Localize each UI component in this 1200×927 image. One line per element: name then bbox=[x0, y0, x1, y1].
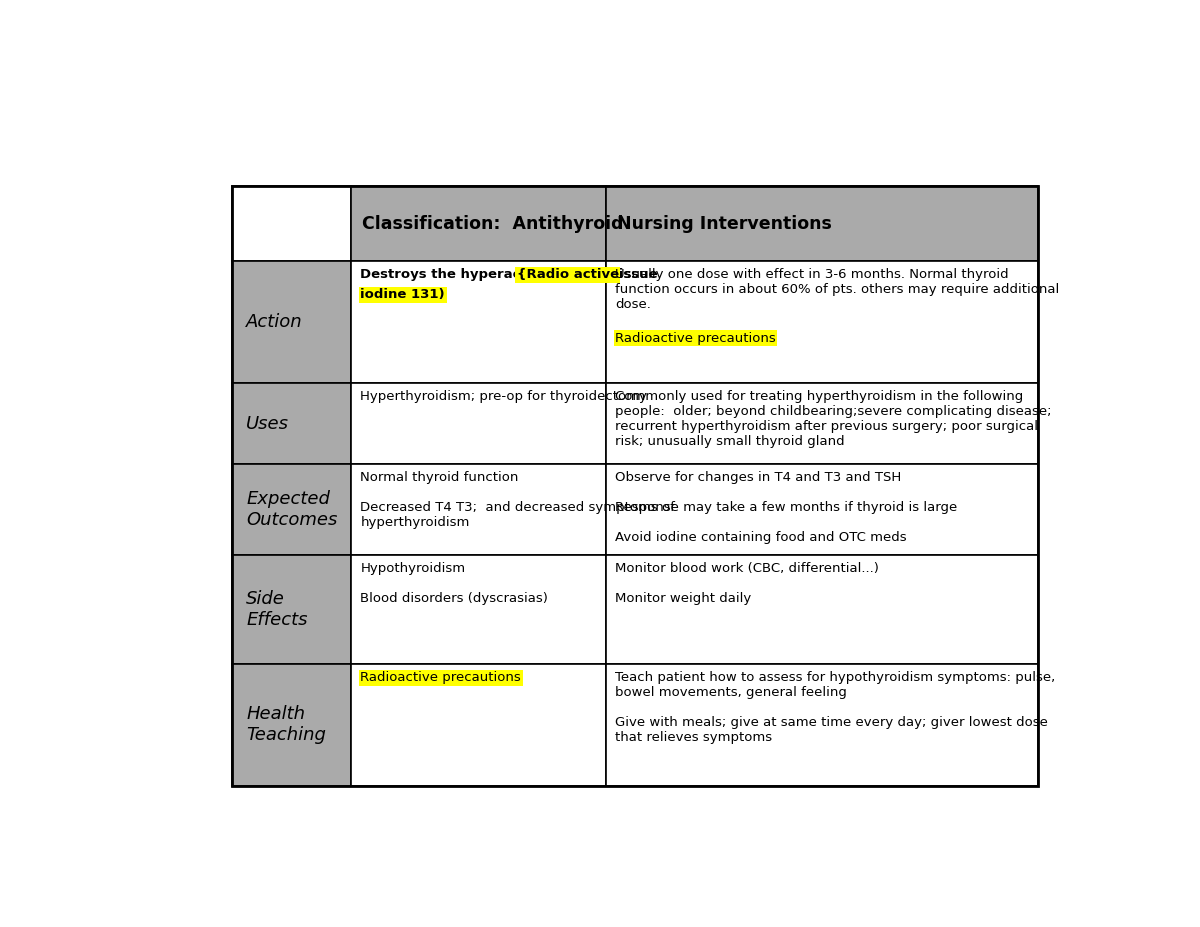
Text: Classification:  Antithyroid: Classification: Antithyroid bbox=[362, 215, 624, 233]
Text: Normal thyroid function

Decreased T4 T3;  and decreased symptoms of
hyperthyroi: Normal thyroid function Decreased T4 T3;… bbox=[360, 471, 676, 529]
Bar bbox=[232, 261, 352, 383]
Text: Uses: Uses bbox=[246, 414, 289, 433]
Text: Radioactive precautions: Radioactive precautions bbox=[360, 671, 521, 684]
Text: Expected
Outcomes: Expected Outcomes bbox=[246, 490, 337, 528]
Text: Monitor blood work (CBC, differential...)

Monitor weight daily: Monitor blood work (CBC, differential...… bbox=[616, 562, 880, 604]
Text: Side
Effects: Side Effects bbox=[246, 590, 307, 629]
Text: Observe for changes in T4 and T3 and TSH

Response may take a few months if thyr: Observe for changes in T4 and T3 and TSH… bbox=[616, 471, 958, 544]
Text: iodine 131): iodine 131) bbox=[360, 288, 445, 301]
Bar bbox=[352, 464, 606, 554]
Text: Teach patient how to assess for hypothyroidism symptoms: pulse,
bowel movements,: Teach patient how to assess for hypothyr… bbox=[616, 671, 1056, 744]
Text: Nursing Interventions: Nursing Interventions bbox=[617, 215, 832, 233]
Text: Destroys the hyperactive thyroid tissue: Destroys the hyperactive thyroid tissue bbox=[360, 268, 662, 281]
Bar bbox=[232, 664, 352, 786]
Text: Hypothyroidism

Blood disorders (dyscrasias): Hypothyroidism Blood disorders (dyscrasi… bbox=[360, 562, 548, 604]
Bar bbox=[606, 554, 1038, 664]
Bar bbox=[232, 464, 352, 554]
Bar bbox=[606, 186, 1038, 261]
Text: Radioactive precautions: Radioactive precautions bbox=[616, 332, 776, 345]
Bar bbox=[606, 383, 1038, 464]
Text: Action: Action bbox=[246, 313, 302, 331]
Bar bbox=[606, 261, 1038, 383]
Bar bbox=[352, 186, 606, 261]
Text: Hyperthyroidism; pre-op for thyroidectomy: Hyperthyroidism; pre-op for thyroidectom… bbox=[360, 390, 647, 403]
Bar bbox=[352, 664, 606, 786]
Text: Health
Teaching: Health Teaching bbox=[246, 705, 326, 744]
Bar bbox=[232, 554, 352, 664]
Bar bbox=[352, 261, 606, 383]
Bar bbox=[352, 383, 606, 464]
Bar bbox=[352, 554, 606, 664]
Bar bbox=[232, 186, 1038, 786]
Bar bbox=[606, 664, 1038, 786]
Bar bbox=[232, 186, 352, 261]
Bar bbox=[232, 383, 352, 464]
Text: {Radio active: {Radio active bbox=[517, 268, 619, 281]
Bar bbox=[606, 464, 1038, 554]
Text: Usually one dose with effect in 3-6 months. Normal thyroid
function occurs in ab: Usually one dose with effect in 3-6 mont… bbox=[616, 268, 1060, 311]
Text: Commonly used for treating hyperthyroidism in the following
people:  older; beyo: Commonly used for treating hyperthyroidi… bbox=[616, 390, 1051, 448]
